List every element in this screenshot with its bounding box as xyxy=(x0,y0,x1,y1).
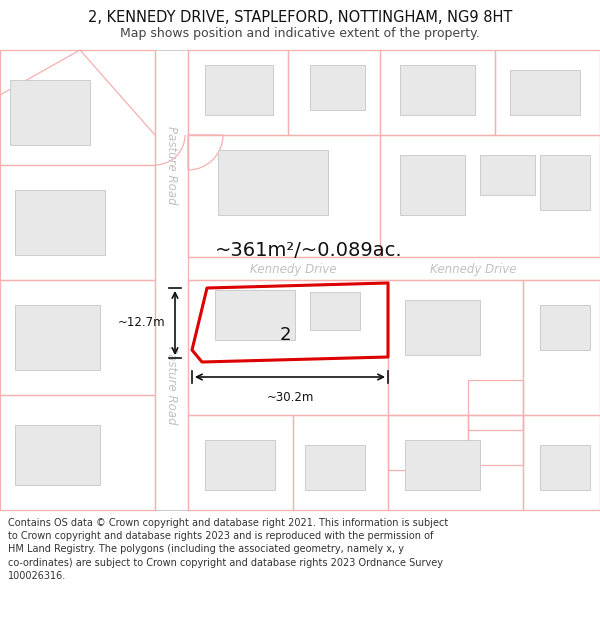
Bar xyxy=(10,80,90,145)
Bar xyxy=(468,415,523,465)
Bar xyxy=(388,415,468,470)
Text: 2: 2 xyxy=(279,326,291,344)
Bar xyxy=(305,445,365,490)
Bar xyxy=(523,280,600,415)
Bar xyxy=(400,155,465,215)
Bar xyxy=(540,155,590,210)
Bar xyxy=(540,445,590,490)
Bar xyxy=(188,280,388,415)
Bar xyxy=(188,415,293,510)
Bar xyxy=(510,70,580,115)
Bar xyxy=(0,395,155,510)
Text: Map shows position and indicative extent of the property.: Map shows position and indicative extent… xyxy=(120,28,480,41)
Bar xyxy=(15,305,100,370)
Text: 2, KENNEDY DRIVE, STAPLEFORD, NOTTINGHAM, NG9 8HT: 2, KENNEDY DRIVE, STAPLEFORD, NOTTINGHAM… xyxy=(88,11,512,26)
Bar xyxy=(380,135,600,257)
Bar xyxy=(405,440,480,490)
Text: ~361m²/~0.089ac.: ~361m²/~0.089ac. xyxy=(215,241,403,259)
Bar xyxy=(400,65,475,115)
Bar xyxy=(388,280,523,415)
Bar xyxy=(205,440,275,490)
Bar xyxy=(215,290,295,340)
Text: Kennedy Drive: Kennedy Drive xyxy=(250,264,337,276)
Bar xyxy=(495,50,600,135)
Text: ~30.2m: ~30.2m xyxy=(266,391,314,404)
Bar xyxy=(310,65,365,110)
Bar xyxy=(540,305,590,350)
Bar xyxy=(380,50,495,135)
Bar xyxy=(405,300,480,355)
Bar xyxy=(205,65,273,115)
Bar xyxy=(293,415,388,510)
Bar xyxy=(15,190,105,255)
Bar xyxy=(0,50,600,510)
Text: ~12.7m: ~12.7m xyxy=(118,316,165,329)
Bar xyxy=(310,292,360,330)
Bar xyxy=(480,155,535,195)
Bar xyxy=(15,425,100,485)
Bar xyxy=(188,50,288,135)
Bar xyxy=(0,280,155,395)
Bar xyxy=(188,135,380,257)
Bar xyxy=(218,150,328,215)
Bar xyxy=(0,50,155,165)
Text: Contains OS data © Crown copyright and database right 2021. This information is : Contains OS data © Crown copyright and d… xyxy=(8,518,448,581)
Text: Pasture Road: Pasture Road xyxy=(166,126,179,204)
Text: Kennedy Drive: Kennedy Drive xyxy=(430,264,517,276)
Bar xyxy=(0,165,155,280)
Bar xyxy=(468,380,523,430)
Bar xyxy=(288,50,380,135)
Bar xyxy=(523,415,600,510)
Bar xyxy=(388,415,523,510)
Text: Pasture Road: Pasture Road xyxy=(166,346,179,424)
